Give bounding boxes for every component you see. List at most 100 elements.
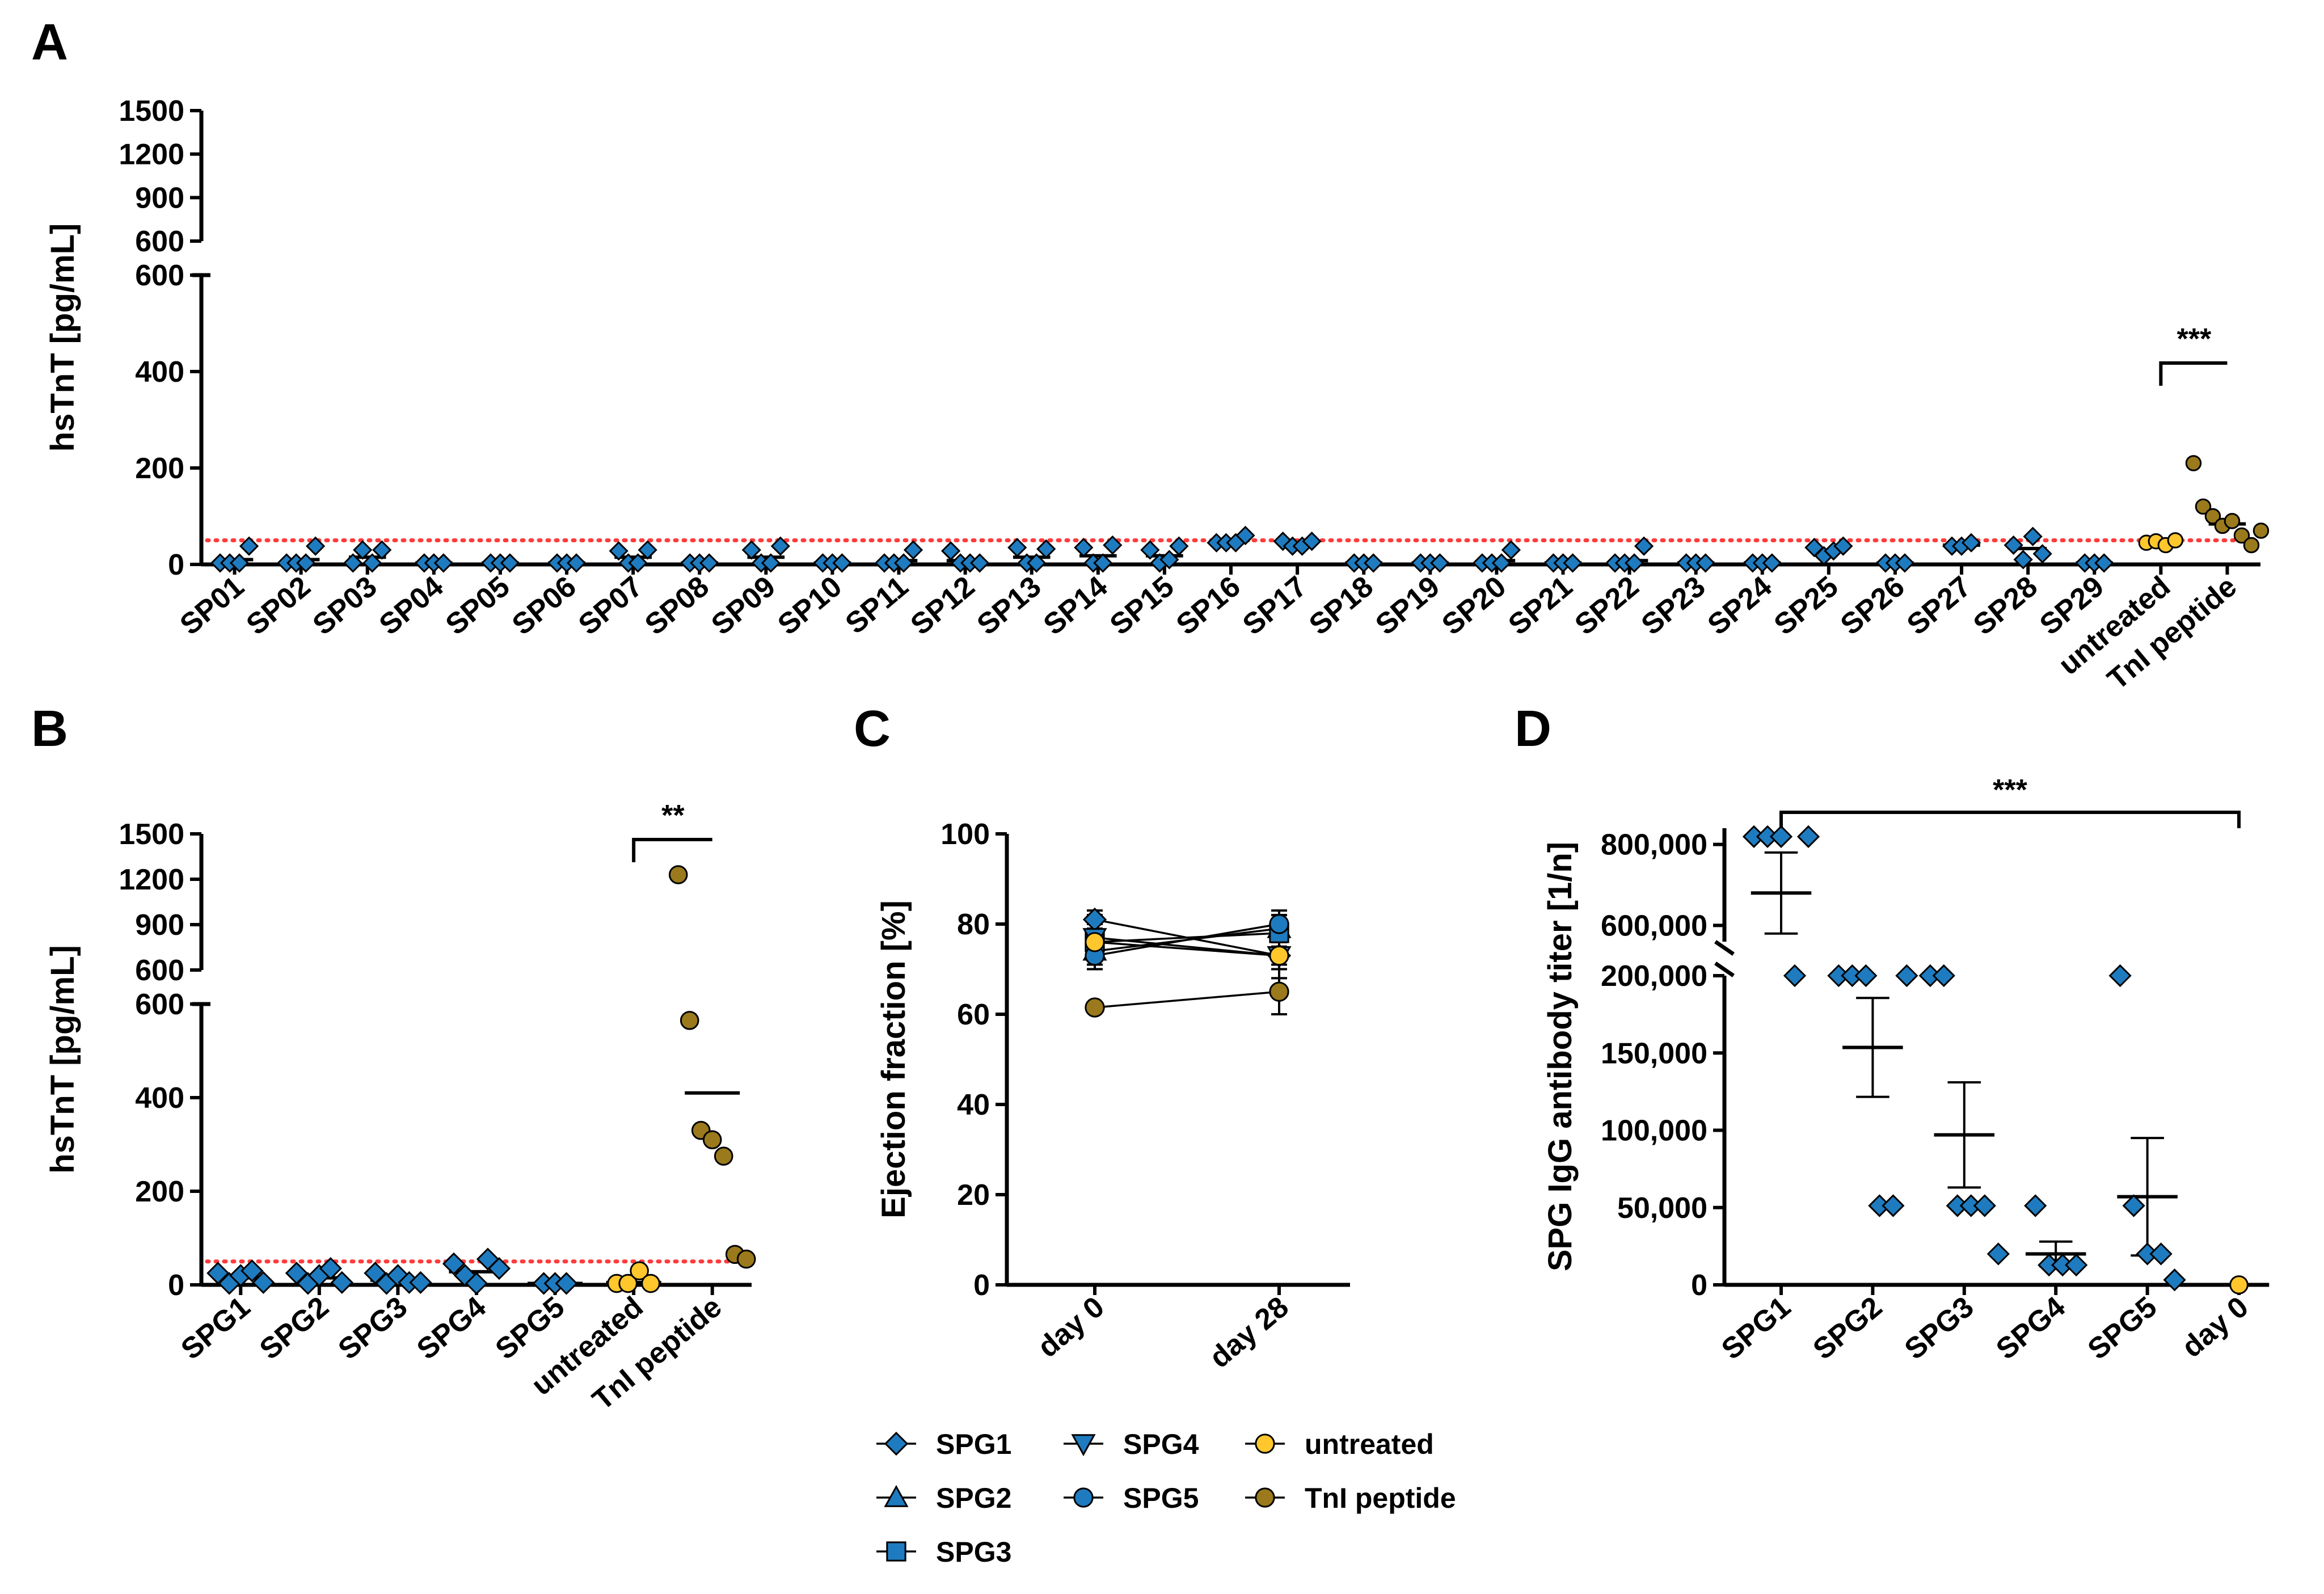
point-sp17 [1302, 532, 1322, 551]
point-sp22 [1634, 536, 1654, 556]
point-spg2 [1895, 964, 1918, 988]
x-label-sp26: SP26 [1834, 570, 1911, 642]
x-label-sp03: SP03 [307, 570, 383, 642]
point-spg3 [364, 1262, 387, 1285]
point-sp20 [1491, 553, 1512, 573]
legend-c: SPG1 SPG4 untreated SPG2 SPG5 TnI peptid… [876, 1428, 1456, 1568]
point-sp15 [1159, 550, 1179, 570]
point-sp08 [699, 553, 719, 573]
legend-item-spg4: SPG4 [1064, 1428, 1199, 1460]
x-label-sp13: SP13 [971, 570, 1048, 642]
x-label-sp01: SP01 [174, 570, 251, 642]
point-tni-peptide [680, 1011, 699, 1030]
point-tni-peptide [2253, 522, 2270, 539]
x-label-sp27: SP27 [1901, 570, 1977, 642]
point-sp25 [1833, 536, 1853, 556]
legend-label-spg5: SPG5 [1123, 1482, 1199, 1514]
series-line-spg5 [1094, 923, 1280, 957]
point-untreated [2167, 532, 2184, 549]
point-tni-peptide [1085, 997, 1105, 1018]
point-spg5 [2163, 1268, 2186, 1292]
point-sp29 [2094, 553, 2114, 573]
x-label-sp19: SP19 [1369, 570, 1446, 642]
point-sp28 [2023, 526, 2043, 546]
legend-label-tni: TnI peptide [1305, 1482, 1456, 1514]
x-label-sp12: SP12 [905, 570, 981, 642]
point-untreated [641, 1273, 660, 1293]
x-label-spg5: SPG5 [2082, 1291, 2163, 1367]
y-tick-label: 40 [957, 1089, 990, 1121]
point-tni-peptide [2204, 508, 2221, 525]
point-sp23 [1695, 553, 1715, 573]
panel-c: 0 20 40 60 80 100 Ejection fraction [%] day 0 da… [875, 818, 1350, 1374]
point-sp13 [1027, 553, 1047, 573]
y-tick-label: 50,000 [1617, 1192, 1707, 1225]
x-label-sp04: SP04 [373, 570, 450, 642]
point-spg2 [319, 1257, 342, 1280]
legend-item-spg3: SPG3 [876, 1536, 1011, 1568]
x-label-sp23: SP23 [1635, 570, 1712, 642]
x-label-sp06: SP06 [506, 570, 583, 642]
y-tick-label: 800,000 [1601, 829, 1707, 862]
point-sp01 [229, 553, 250, 573]
legend-symbol-spg5 [1073, 1487, 1094, 1508]
x-label-sp21: SP21 [1502, 570, 1579, 642]
x-label-sp09: SP09 [705, 570, 782, 642]
x-label-spg1: SPG1 [1715, 1291, 1797, 1367]
y-tick-label: 100,000 [1601, 1115, 1707, 1148]
point-sp19 [1430, 553, 1450, 573]
point-sp03 [343, 553, 363, 573]
x-label-sp07: SP07 [572, 570, 649, 642]
point-spg1 [1796, 825, 1820, 848]
point-tni-peptide [2243, 537, 2260, 554]
point-spg1 [252, 1271, 275, 1294]
y-tick-label: 20 [957, 1179, 990, 1212]
point-tni-peptide [714, 1146, 733, 1166]
y-axis-title: hsTnT [pg/mL] [44, 224, 81, 452]
point-sp27 [1961, 533, 1981, 553]
y-tick-label: 0 [168, 1269, 184, 1302]
legend-symbol-spg1 [884, 1431, 909, 1456]
x-label-spg3: SPG3 [1899, 1291, 1980, 1367]
point-untreated [618, 1273, 638, 1293]
x-label-day-0: day 0 [2176, 1291, 2255, 1364]
legend-item-untreated: untreated [1245, 1428, 1434, 1460]
point-sp18 [1364, 553, 1384, 573]
point-sp22 [1624, 553, 1644, 573]
y-tick-label: 400 [135, 1082, 184, 1115]
point-sp13 [1036, 539, 1056, 559]
point-spg4 [2024, 1194, 2047, 1217]
x-label-spg2: SPG2 [1807, 1291, 1889, 1367]
x-label-spg4: SPG4 [411, 1291, 492, 1367]
point-sp28 [2013, 550, 2033, 570]
x-label-sp28: SP28 [1967, 570, 2044, 642]
point-spg5 [555, 1272, 578, 1295]
y-tick-label: 0 [973, 1269, 990, 1302]
axis-break-mark [1714, 940, 1735, 956]
y-axis-title: Ejection fraction [%] [875, 900, 912, 1218]
point-tni-peptide [736, 1249, 756, 1269]
y-tick-label: 1200 [119, 138, 184, 171]
panel-letter-a: A [31, 14, 68, 71]
y-tick-label: 900 [135, 909, 184, 942]
point-tni-peptide [668, 865, 688, 884]
point-spg5 [2149, 1242, 2173, 1266]
point-tni-peptide [2233, 527, 2250, 544]
point-spg4 [487, 1257, 511, 1280]
y-tick-label: 900 [135, 182, 184, 214]
point-sp09 [770, 536, 790, 556]
point-sp15 [1140, 540, 1160, 560]
point-sp03 [353, 540, 373, 560]
point-untreated [1085, 932, 1105, 952]
legend-symbol-spg2 [884, 1485, 909, 1507]
point-spg5 [2122, 1194, 2145, 1217]
point-sp06 [566, 553, 587, 573]
point-tni-peptide [2185, 455, 2202, 471]
point-sp16 [1235, 525, 1255, 546]
y-tick-label: 0 [168, 549, 184, 581]
y-tick-label: 200,000 [1601, 960, 1707, 993]
legend-label-untreated: untreated [1305, 1428, 1434, 1460]
x-label-sp16: SP16 [1170, 570, 1247, 642]
legend-marker-spg5 [1073, 1487, 1094, 1508]
point-sp24 [1762, 553, 1782, 573]
